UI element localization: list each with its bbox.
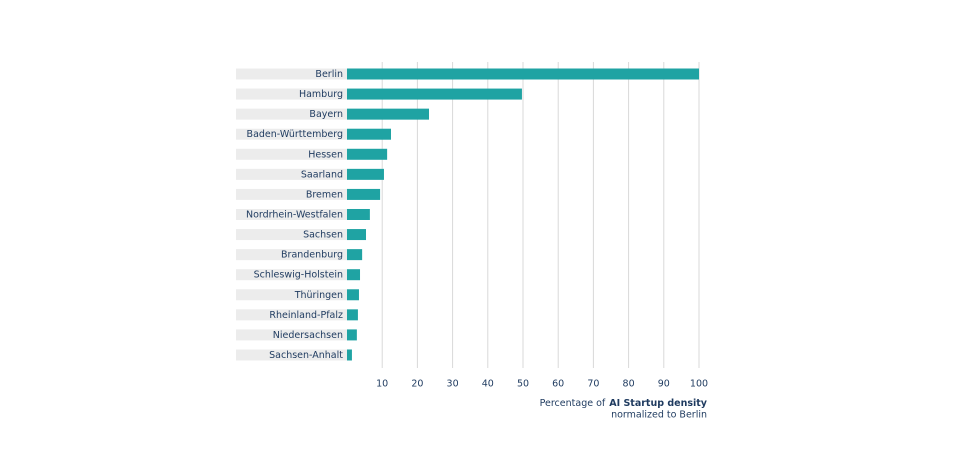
label-background [236, 68, 347, 80]
bar [347, 249, 363, 261]
label-background [236, 289, 347, 301]
bar [347, 168, 384, 180]
x-axis-label-line2: normalized to Berlin [611, 410, 707, 421]
y-tick-label: Nordrhein-Westfalen [246, 209, 343, 220]
label-background [236, 208, 347, 220]
x-tick-label: 60 [552, 379, 564, 390]
rows: Berlin Hamburg Bayern Baden-Württemberg Hess… [236, 68, 699, 361]
label-background [236, 269, 347, 281]
y-tick-label: Rheinland-Pfalz [269, 310, 343, 321]
y-tick-label: Niedersachsen [273, 330, 343, 341]
bar [347, 329, 357, 341]
x-label-bold: AI Startup density [609, 398, 708, 409]
x-tick-label: 30 [447, 379, 459, 390]
bar [347, 208, 370, 220]
bar [347, 68, 699, 80]
y-tick-label: Hessen [308, 149, 343, 160]
y-tick-label: Berlin [315, 69, 343, 80]
x-tick-label: 50 [517, 379, 529, 390]
y-tick-label: Baden-Württemberg [247, 129, 343, 140]
y-tick-label: Thüringen [294, 290, 343, 301]
label-background [236, 249, 347, 261]
bar [347, 108, 430, 120]
x-tick-label: 10 [376, 379, 388, 390]
x-tick-label: 70 [587, 379, 599, 390]
label-background [236, 349, 347, 361]
label-background [236, 229, 347, 241]
x-label-prefix: Percentage of [540, 398, 606, 409]
grid: 10 20 30 40 50 60 70 80 90 100 [376, 62, 708, 390]
y-tick-label: Sachsen-Anhalt [269, 350, 343, 361]
x-tick-label: 80 [623, 379, 635, 390]
label-background [236, 309, 347, 321]
y-tick-label: Hamburg [299, 89, 343, 100]
bar [347, 88, 522, 100]
x-tick-label: 40 [482, 379, 494, 390]
x-tick-label: 20 [411, 379, 423, 390]
bar [347, 229, 367, 241]
label-background [236, 168, 347, 180]
bar [347, 128, 391, 140]
y-tick-label: Brandenburg [281, 250, 343, 261]
x-axis-label: Percentage of AI Startup density [540, 398, 708, 409]
bar [347, 269, 361, 281]
bar [347, 188, 381, 200]
y-tick-label: Schleswig-Holstein [254, 270, 343, 281]
label-background [236, 188, 347, 200]
label-background [236, 108, 347, 120]
y-tick-label: Bremen [306, 189, 343, 200]
label-background [236, 128, 347, 140]
x-tick-label: 90 [658, 379, 670, 390]
x-tick-label: 100 [690, 379, 708, 390]
y-tick-label: Saarland [301, 169, 343, 180]
bar [347, 289, 359, 301]
label-background [236, 148, 347, 160]
y-tick-label: Bayern [309, 109, 343, 120]
label-background [236, 88, 347, 100]
bar [347, 349, 352, 361]
bar [347, 309, 358, 321]
y-tick-label: Sachsen [303, 230, 343, 241]
label-background [236, 329, 347, 341]
bar [347, 148, 388, 160]
